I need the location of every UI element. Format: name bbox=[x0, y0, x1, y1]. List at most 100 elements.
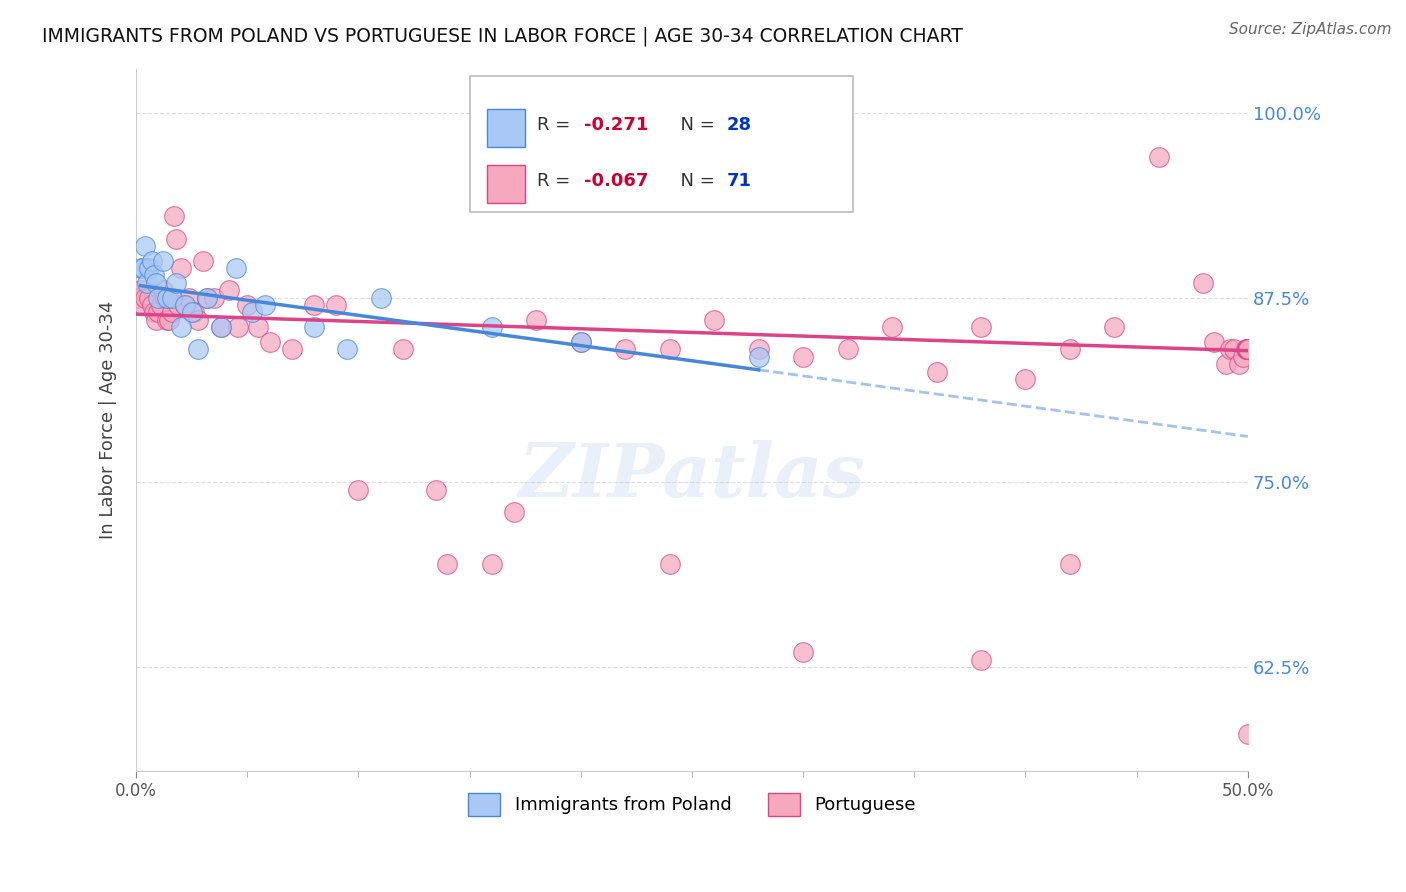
Point bbox=[1236, 343, 1258, 357]
Point bbox=[425, 483, 447, 497]
Point bbox=[163, 210, 186, 224]
Point bbox=[302, 298, 325, 312]
FancyBboxPatch shape bbox=[488, 109, 526, 147]
Point bbox=[202, 291, 225, 305]
Point bbox=[880, 320, 903, 334]
Point bbox=[1059, 557, 1081, 571]
Point bbox=[209, 320, 232, 334]
Point bbox=[174, 298, 197, 312]
Point bbox=[132, 298, 155, 312]
Point bbox=[1192, 276, 1215, 290]
Point bbox=[281, 343, 304, 357]
Point bbox=[970, 320, 993, 334]
Point bbox=[792, 645, 814, 659]
Point bbox=[748, 350, 770, 364]
Point bbox=[1236, 343, 1258, 357]
Point bbox=[142, 305, 165, 319]
Point bbox=[160, 305, 183, 319]
Point bbox=[1104, 320, 1126, 334]
Point bbox=[167, 298, 190, 312]
Point bbox=[141, 298, 163, 312]
Point bbox=[132, 261, 155, 276]
Point bbox=[792, 350, 814, 364]
Point bbox=[925, 365, 948, 379]
Point bbox=[138, 291, 160, 305]
Point bbox=[837, 343, 859, 357]
Point bbox=[703, 313, 725, 327]
Point bbox=[254, 298, 277, 312]
Point bbox=[169, 320, 191, 334]
Text: -0.271: -0.271 bbox=[583, 116, 648, 134]
Point bbox=[1236, 343, 1258, 357]
Point bbox=[174, 298, 197, 312]
Point bbox=[165, 276, 187, 290]
Point bbox=[569, 334, 592, 349]
Text: 28: 28 bbox=[727, 116, 752, 134]
Point bbox=[436, 557, 458, 571]
Point bbox=[240, 305, 263, 319]
Point bbox=[228, 320, 250, 334]
Point bbox=[169, 261, 191, 276]
Text: N =: N = bbox=[669, 172, 720, 190]
Point bbox=[195, 291, 218, 305]
Text: IMMIGRANTS FROM POLAND VS PORTUGUESE IN LABOR FORCE | AGE 30-34 CORRELATION CHAR: IMMIGRANTS FROM POLAND VS PORTUGUESE IN … bbox=[42, 27, 963, 46]
Point bbox=[1236, 343, 1258, 357]
Text: ZIPatlas: ZIPatlas bbox=[519, 440, 866, 512]
Point bbox=[127, 291, 149, 305]
Point bbox=[142, 268, 165, 283]
Point bbox=[336, 343, 359, 357]
Point bbox=[325, 298, 347, 312]
Point bbox=[1219, 343, 1241, 357]
Point bbox=[481, 320, 503, 334]
Point bbox=[370, 291, 392, 305]
Text: -0.067: -0.067 bbox=[583, 172, 648, 190]
Point bbox=[1236, 343, 1258, 357]
Point bbox=[1014, 372, 1036, 386]
Point bbox=[1223, 343, 1246, 357]
Point bbox=[658, 557, 681, 571]
Point bbox=[970, 653, 993, 667]
FancyBboxPatch shape bbox=[488, 165, 526, 203]
Point bbox=[136, 276, 159, 290]
Point bbox=[156, 291, 179, 305]
Text: Source: ZipAtlas.com: Source: ZipAtlas.com bbox=[1229, 22, 1392, 37]
Point bbox=[524, 313, 547, 327]
Point bbox=[141, 253, 163, 268]
Point bbox=[1204, 334, 1226, 349]
Point bbox=[302, 320, 325, 334]
Point bbox=[179, 291, 201, 305]
Point bbox=[1237, 343, 1260, 357]
Point bbox=[259, 334, 281, 349]
Point bbox=[153, 291, 176, 305]
Point bbox=[160, 291, 183, 305]
Point bbox=[1234, 343, 1257, 357]
Point bbox=[503, 505, 526, 519]
Point bbox=[1227, 357, 1250, 371]
Point bbox=[1236, 343, 1258, 357]
Point bbox=[1237, 727, 1260, 741]
Point bbox=[614, 343, 637, 357]
Point bbox=[129, 283, 152, 297]
Point bbox=[1232, 350, 1254, 364]
Point bbox=[236, 298, 259, 312]
Point bbox=[152, 283, 174, 297]
Point bbox=[159, 313, 181, 327]
Point bbox=[165, 231, 187, 245]
Point bbox=[183, 305, 205, 319]
Point bbox=[481, 557, 503, 571]
Point bbox=[145, 313, 167, 327]
Point bbox=[152, 253, 174, 268]
Point bbox=[247, 320, 270, 334]
Y-axis label: In Labor Force | Age 30-34: In Labor Force | Age 30-34 bbox=[100, 301, 117, 539]
Point bbox=[225, 261, 247, 276]
Point bbox=[191, 253, 214, 268]
Point bbox=[148, 291, 170, 305]
Point bbox=[145, 276, 167, 290]
Text: N =: N = bbox=[669, 116, 720, 134]
Point bbox=[187, 313, 209, 327]
Point bbox=[1147, 150, 1170, 164]
Point bbox=[195, 291, 218, 305]
Point bbox=[134, 239, 156, 253]
Point bbox=[180, 305, 202, 319]
Point bbox=[347, 483, 370, 497]
